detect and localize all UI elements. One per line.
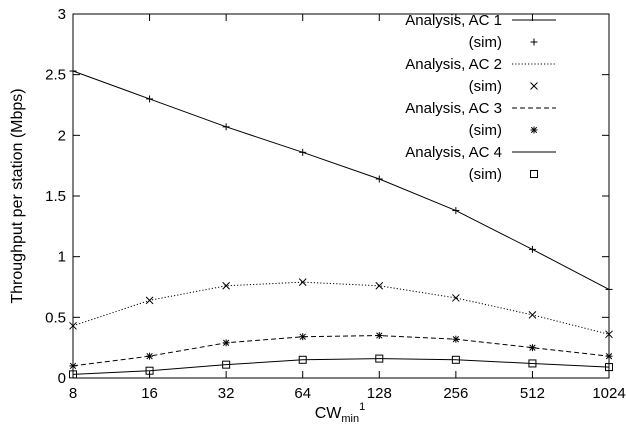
plot-frame — [72, 13, 610, 379]
y-tick-label: 2 — [58, 127, 66, 144]
data-point-ac4 — [69, 370, 77, 379]
data-point-ac4 — [605, 363, 613, 372]
data-point-ac2 — [375, 281, 384, 290]
data-point-ac1 — [69, 67, 77, 75]
data-point-ac3 — [146, 352, 154, 360]
data-point-ac4 — [528, 359, 537, 368]
legend-sim-label-ac4: (sim) — [469, 166, 502, 183]
data-point-ac4 — [145, 366, 154, 375]
y-axis-title: Throughput per station (Mbps) — [9, 88, 26, 303]
x-tick-label: 32 — [218, 385, 235, 402]
data-point-ac1 — [452, 207, 460, 215]
y-tick-label: 0.5 — [45, 309, 66, 326]
data-point-ac2 — [605, 330, 613, 339]
data-point-ac1 — [146, 95, 154, 103]
data-point-ac2 — [145, 296, 154, 305]
x-tick-label: 1024 — [592, 385, 625, 402]
y-tick-label: 0 — [58, 370, 66, 387]
axes-layer: 0 0.5 1 1.5 2 2.5 3 8 16 32 64 128 256 512 1024 — [45, 6, 626, 402]
legend-marker-ac2 — [530, 82, 538, 90]
x-tick-label: 64 — [294, 385, 311, 402]
data-point-ac2 — [452, 294, 460, 302]
data-point-ac1 — [299, 148, 307, 156]
data-point-ac2 — [298, 278, 307, 287]
data-point-ac3 — [375, 332, 383, 340]
series-layer — [69, 67, 613, 379]
x-tick-label: 16 — [141, 385, 158, 402]
legend-sim-label-ac1: (sim) — [469, 34, 502, 51]
series-line-ac1 — [72, 70, 610, 290]
data-point-ac2 — [69, 321, 77, 330]
data-point-ac4 — [298, 355, 307, 364]
legend-sim-label-ac2: (sim) — [469, 78, 502, 95]
data-point-ac2 — [528, 311, 537, 319]
x-axis-title: CWmin1 — [315, 401, 366, 425]
x-tick-label: 8 — [69, 385, 77, 402]
data-point-ac2 — [222, 281, 230, 290]
series-line-ac3 — [72, 335, 610, 367]
x-tick-label: 512 — [520, 385, 545, 402]
legend: Analysis, AC 1 (sim) Analysis, AC 2 (sim) An… — [405, 12, 556, 183]
y-tick-label: 1.5 — [45, 188, 66, 205]
legend-marker-ac3 — [530, 126, 538, 134]
series-line-ac2 — [72, 281, 610, 335]
data-point-ac3 — [605, 352, 613, 360]
y-tick-label: 2.5 — [45, 67, 66, 84]
x-tick-label: 256 — [443, 385, 468, 402]
legend-label-ac3: Analysis, AC 3 — [405, 100, 502, 117]
legend-label-ac2: Analysis, AC 2 — [405, 56, 502, 73]
data-point-ac3 — [69, 362, 77, 370]
data-point-ac4 — [375, 354, 384, 363]
data-point-ac3 — [528, 344, 536, 352]
legend-sim-label-ac3: (sim) — [469, 122, 502, 139]
legend-label-ac1: Analysis, AC 1 — [405, 12, 502, 29]
data-point-ac3 — [222, 339, 230, 347]
data-point-ac4 — [222, 360, 231, 369]
series-line-ac4 — [72, 358, 610, 375]
data-point-ac3 — [299, 333, 307, 341]
data-point-ac1 — [222, 123, 230, 131]
y-tick-label: 3 — [58, 6, 66, 23]
data-point-ac3 — [452, 335, 460, 343]
legend-label-ac4: Analysis, AC 4 — [405, 144, 502, 161]
data-point-ac4 — [451, 355, 460, 364]
x-tick-label: 128 — [367, 385, 392, 402]
legend-marker-ac1 — [530, 38, 538, 46]
legend-marker-ac4 — [530, 170, 538, 178]
y-tick-label: 1 — [58, 249, 66, 266]
data-point-ac1 — [375, 175, 383, 183]
data-point-ac1 — [528, 245, 536, 253]
data-point-ac1 — [605, 285, 613, 293]
